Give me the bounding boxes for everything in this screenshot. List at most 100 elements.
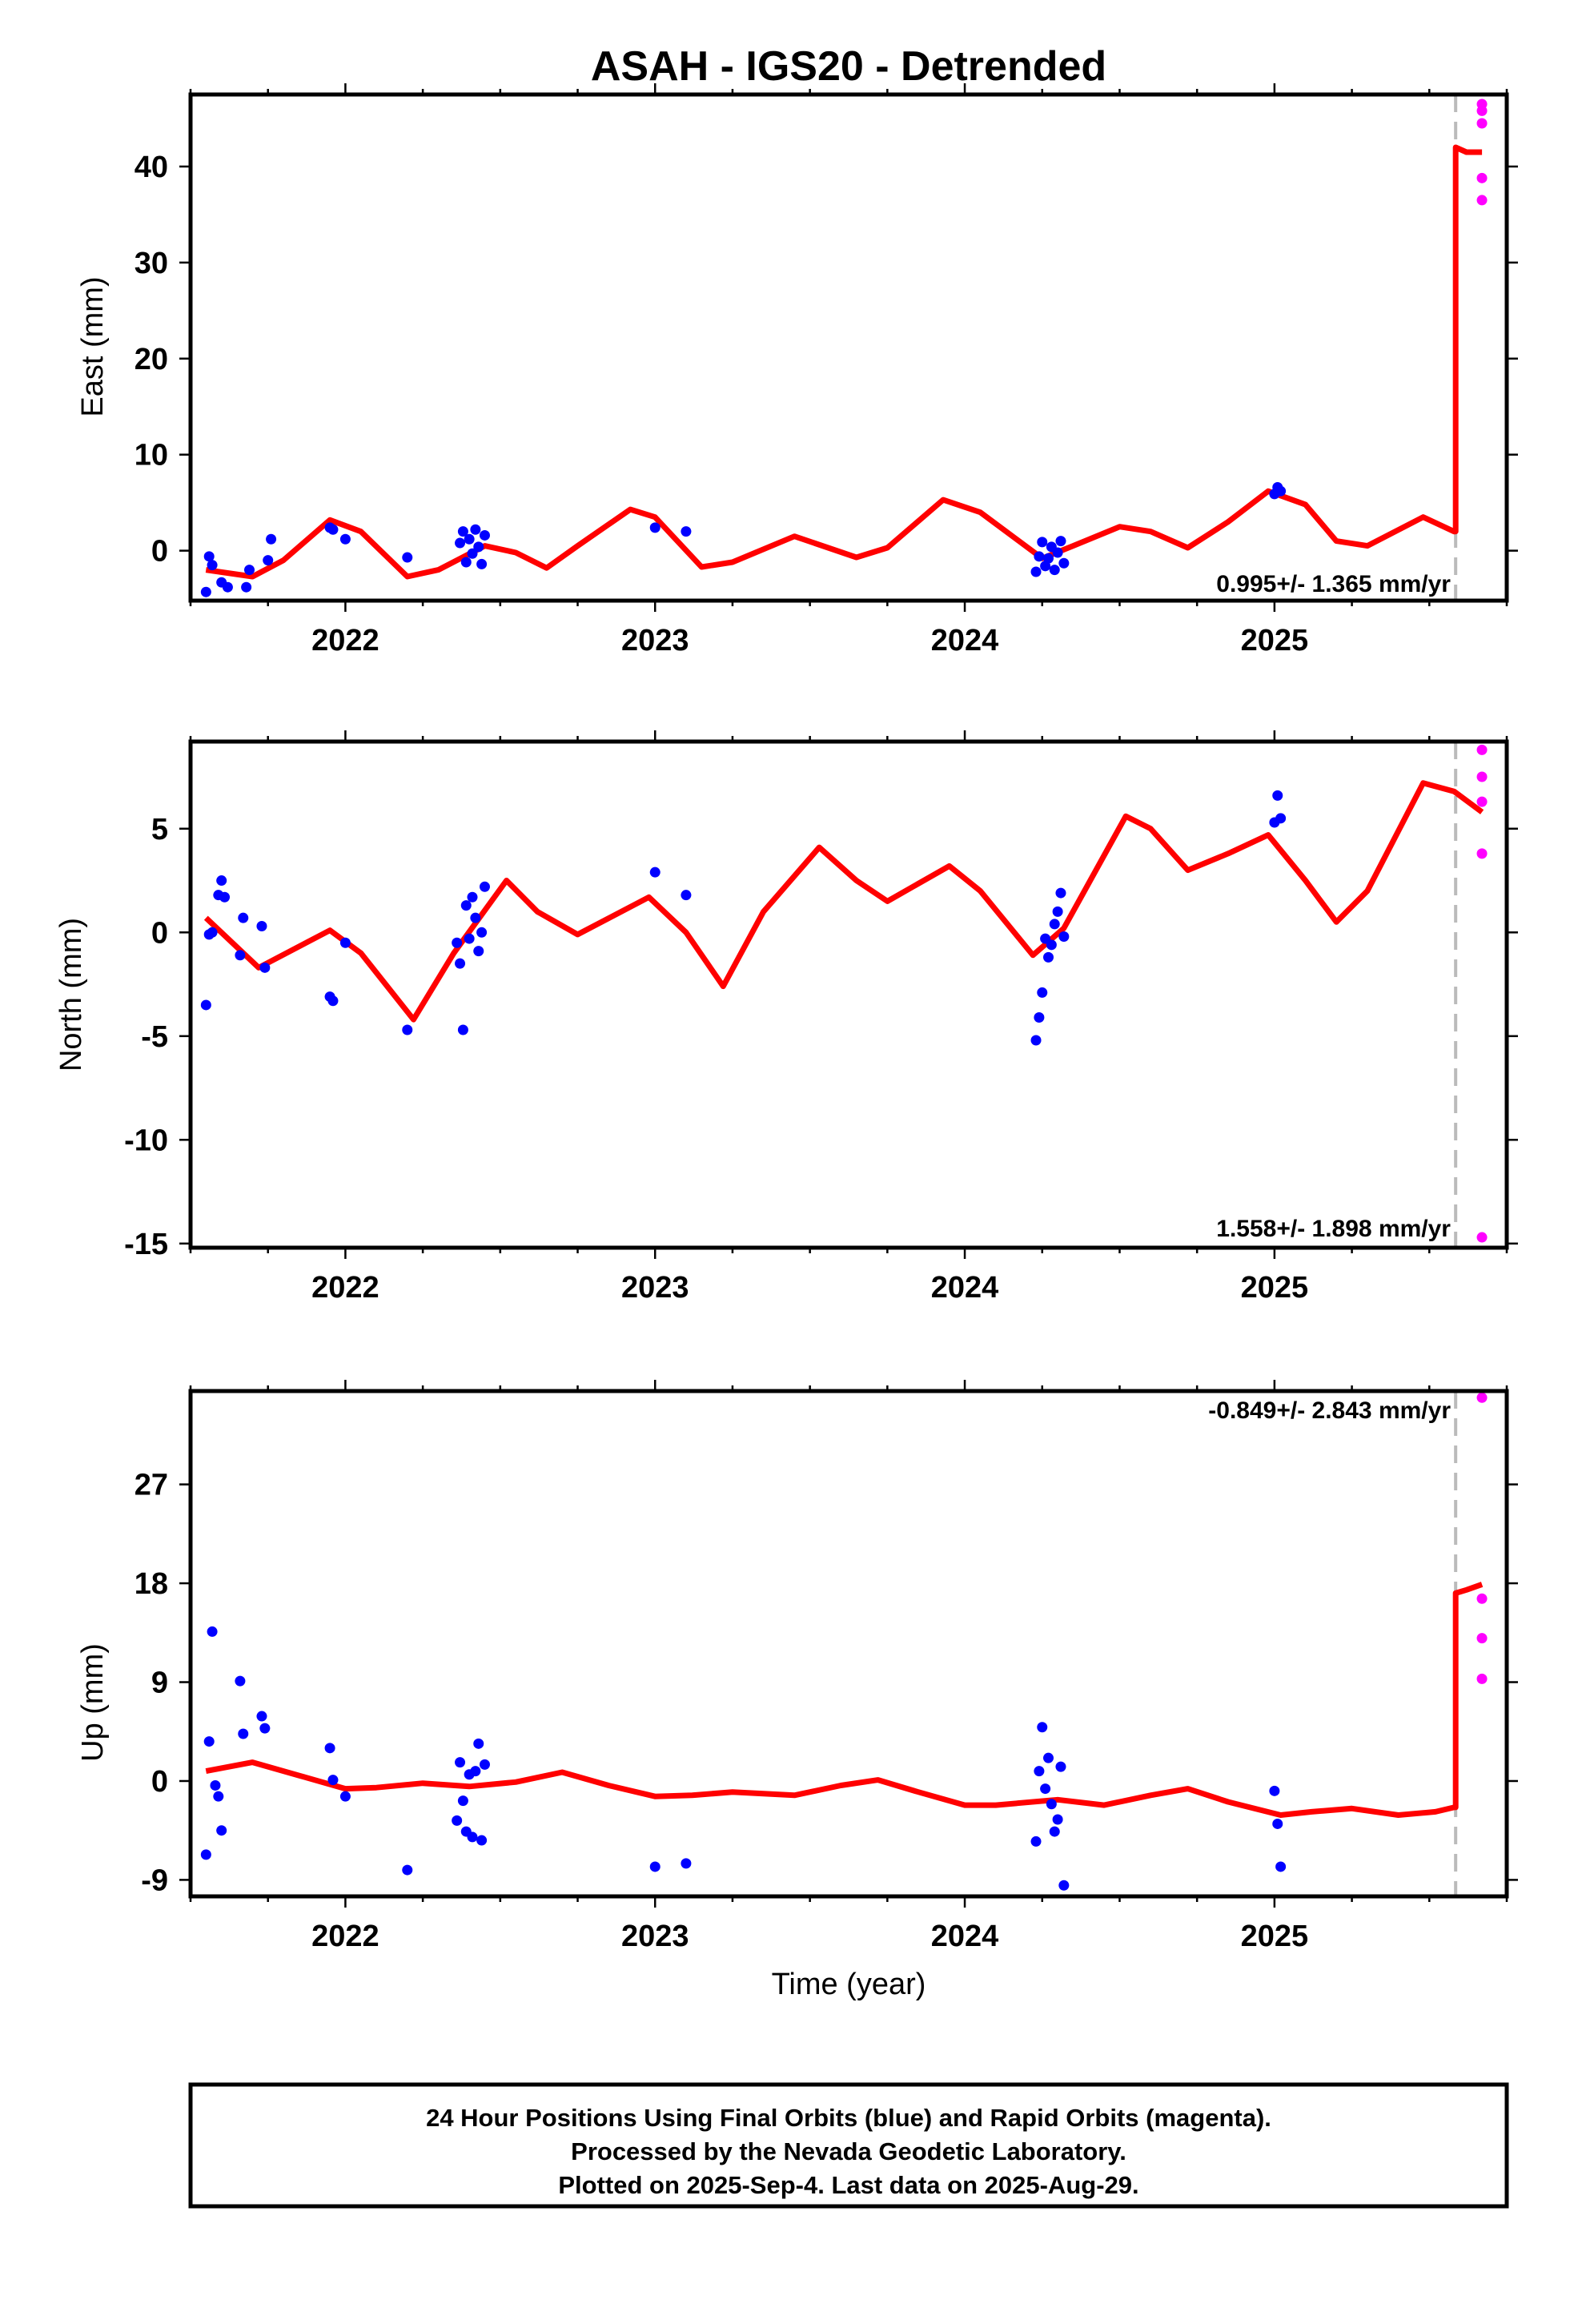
up-rapid-point	[1476, 1593, 1488, 1604]
east-final-point	[327, 524, 339, 535]
east-y-tick-label: 40	[135, 151, 168, 184]
east-x-tick-label: 2025	[1241, 624, 1309, 657]
north-final-point	[1049, 919, 1060, 930]
east-final-point	[203, 551, 215, 562]
up-final-point	[1030, 1835, 1042, 1847]
east-final-point	[460, 557, 472, 568]
up-x-tick-label: 2025	[1241, 1920, 1309, 1953]
north-final-point	[457, 1024, 468, 1035]
east-final-point	[402, 552, 413, 563]
up-y-tick-label: 9	[151, 1667, 168, 1700]
up-final-point	[476, 1835, 488, 1846]
east-final-point	[207, 560, 218, 571]
east-final-point	[467, 548, 478, 559]
north-final-point	[470, 912, 481, 923]
north-final-point	[1034, 1011, 1045, 1023]
north-x-tick-label: 2025	[1241, 1271, 1309, 1305]
east-final-point	[457, 526, 468, 537]
up-y-tick-label: 0	[151, 1765, 168, 1799]
east-final-point	[470, 524, 481, 535]
east-final-point	[263, 555, 274, 566]
up-final-point	[1269, 1785, 1280, 1796]
east-final-point	[200, 586, 211, 597]
north-final-point	[327, 995, 339, 1007]
east-final-point	[266, 533, 277, 545]
north-final-point	[238, 912, 249, 923]
north-final-point	[259, 962, 271, 973]
north-final-point	[1275, 813, 1287, 824]
north-y-tick-label: -5	[141, 1020, 168, 1054]
east-final-point	[1043, 553, 1054, 564]
north-rapid-point	[1476, 744, 1488, 755]
north-rate-label: 1.558+/- 1.898 mm/yr	[1216, 1216, 1451, 1242]
up-final-point	[455, 1757, 466, 1768]
up-final-point	[1046, 1799, 1057, 1810]
east-final-point	[1049, 565, 1060, 576]
north-final-point	[452, 937, 463, 948]
up-final-point	[473, 1738, 484, 1749]
east-y-tick-label: 30	[135, 247, 168, 280]
up-final-point	[1052, 1814, 1063, 1825]
up-final-point	[327, 1775, 339, 1786]
footer-line-3: Plotted on 2025-Sep-4. Last data on 2025…	[558, 2171, 1138, 2199]
x-axis-label: Time (year)	[772, 1968, 926, 2001]
east-final-point	[1275, 485, 1287, 497]
east-final-point	[339, 533, 351, 545]
north-final-point	[455, 958, 466, 969]
east-y-tick-label: 20	[135, 343, 168, 376]
east-final-point	[476, 558, 488, 569]
east-rapid-point	[1476, 195, 1488, 206]
north-final-point	[219, 891, 231, 903]
up-final-point	[470, 1766, 481, 1777]
up-rapid-point	[1476, 1633, 1488, 1644]
north-final-point	[460, 900, 472, 911]
east-rate-label: 0.995+/- 1.365 mm/yr	[1216, 571, 1451, 597]
north-final-point	[1058, 931, 1070, 942]
up-y-tick-label: -9	[141, 1864, 168, 1897]
footer-box: 24 Hour Positions Using Final Orbits (bl…	[188, 2082, 1509, 2209]
up-final-point	[457, 1795, 468, 1807]
east-rapid-point	[1476, 118, 1488, 129]
up-final-point	[479, 1759, 490, 1770]
up-final-point	[1275, 1861, 1287, 1872]
up-final-point	[1049, 1826, 1060, 1837]
footer-line-2: Processed by the Nevada Geodetic Laborat…	[571, 2137, 1126, 2165]
north-final-point	[256, 921, 267, 932]
north-x-tick-label: 2022	[311, 1271, 379, 1305]
up-final-point	[216, 1825, 227, 1836]
east-panel: 2022 2023 2024 2025 0 10 20 30 40 East (mm) 0.99…	[76, 83, 1518, 657]
up-final-point	[235, 1675, 246, 1687]
up-final-point	[649, 1861, 661, 1872]
east-plot-frame	[188, 92, 1509, 603]
up-final-point	[339, 1791, 351, 1802]
up-final-point	[256, 1711, 267, 1722]
footer-line-1: 24 Hour Positions Using Final Orbits (bl…	[426, 2104, 1271, 2132]
east-final-point	[222, 581, 233, 593]
up-model-curve	[205, 1582, 1484, 1818]
north-final-point	[402, 1024, 413, 1035]
up-final-point	[200, 1849, 211, 1860]
up-final-point	[452, 1815, 463, 1826]
north-final-point	[681, 890, 692, 901]
north-final-point	[649, 866, 661, 878]
up-y-tick-label: 18	[135, 1567, 168, 1601]
up-final-point	[238, 1728, 249, 1739]
north-final-point	[476, 927, 488, 938]
east-x-tick-label: 2023	[621, 624, 689, 657]
up-x-tick-label: 2023	[621, 1920, 689, 1953]
east-final-point	[1037, 537, 1048, 548]
east-final-point	[479, 529, 490, 541]
east-rapid-point	[1476, 105, 1488, 116]
up-axis-label: Up (mm)	[76, 1643, 110, 1762]
up-final-point	[259, 1723, 271, 1734]
north-final-point	[200, 999, 211, 1011]
east-final-point	[1055, 536, 1066, 547]
up-final-point	[213, 1791, 224, 1802]
north-panel: 2022 2023 2024 2025 -15 -10 -5 0 5 North (mm) 1.…	[54, 730, 1518, 1305]
up-final-point	[210, 1779, 221, 1791]
north-final-point	[467, 891, 478, 903]
north-final-point	[473, 946, 484, 957]
up-final-point	[1034, 1766, 1045, 1777]
north-axis-label: North (mm)	[54, 918, 88, 1072]
up-rapid-point	[1476, 1392, 1488, 1403]
